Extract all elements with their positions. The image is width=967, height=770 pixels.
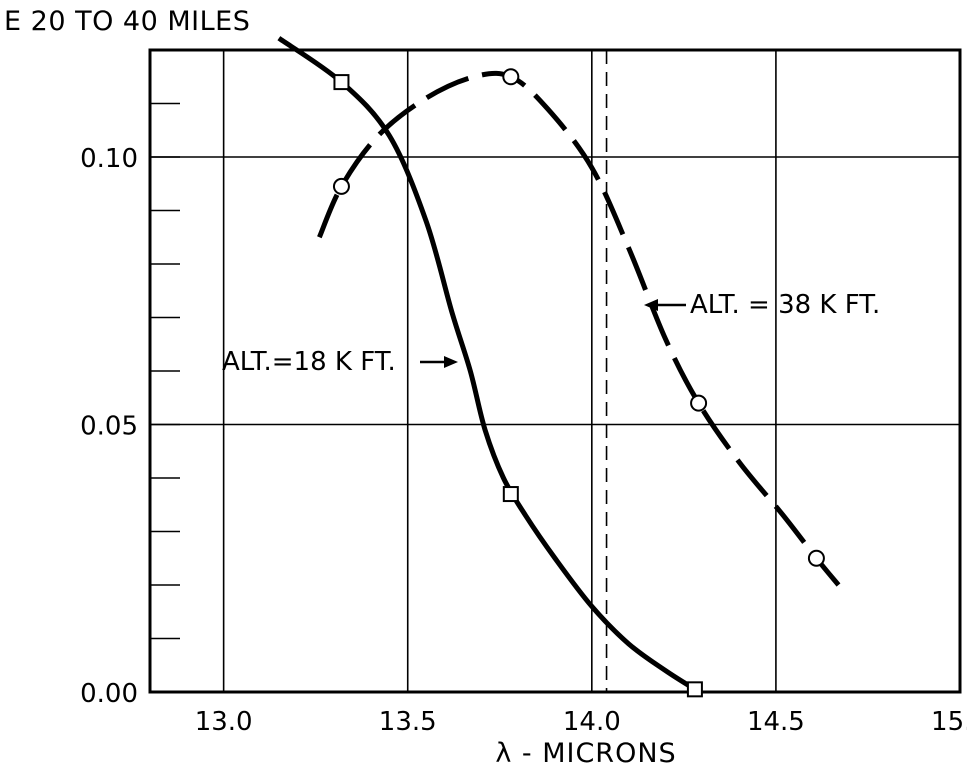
- y-tick-labels: 0.00 0.05 0.10: [80, 144, 138, 709]
- square-marker: [333, 74, 350, 91]
- x-tick-labels: 13.0 13.5 14.0 14.5 15.0: [195, 707, 967, 737]
- series-label-18k: ALT.=18 K FT.: [222, 347, 396, 377]
- x-tick-label: 13.5: [379, 707, 437, 737]
- x-tick-label: 14.5: [747, 707, 805, 737]
- circle-marker: [502, 68, 520, 86]
- y-tick-label: 0.05: [80, 412, 138, 442]
- plot-frame: [148, 48, 962, 694]
- x-tick-label: 14.0: [563, 707, 621, 737]
- series-lines: [277, 36, 841, 692]
- circle-marker: [332, 177, 350, 195]
- series-markers: [332, 68, 825, 698]
- series-label-18k-arrowhead: [444, 356, 458, 368]
- circle-marker: [690, 394, 708, 412]
- square-marker: [502, 486, 519, 503]
- minor-ticks: [150, 49, 180, 693]
- series-line-18k: [277, 36, 697, 692]
- chart-title: E 20 TO 40 MILES: [4, 6, 251, 37]
- series-label-38k-arrowhead: [644, 299, 658, 311]
- series-line-38k: [317, 70, 841, 587]
- y-tick-label: 0.10: [80, 144, 138, 174]
- y-tick-label: 0.00: [80, 679, 138, 709]
- circle-marker: [807, 549, 825, 567]
- x-axis-label: λ - MICRONS: [495, 738, 676, 769]
- x-tick-label: 15.0: [931, 707, 967, 737]
- square-marker: [686, 681, 703, 698]
- x-tick-label: 13.0: [195, 707, 253, 737]
- series-label-38k: ALT. = 38 K FT.: [690, 290, 880, 320]
